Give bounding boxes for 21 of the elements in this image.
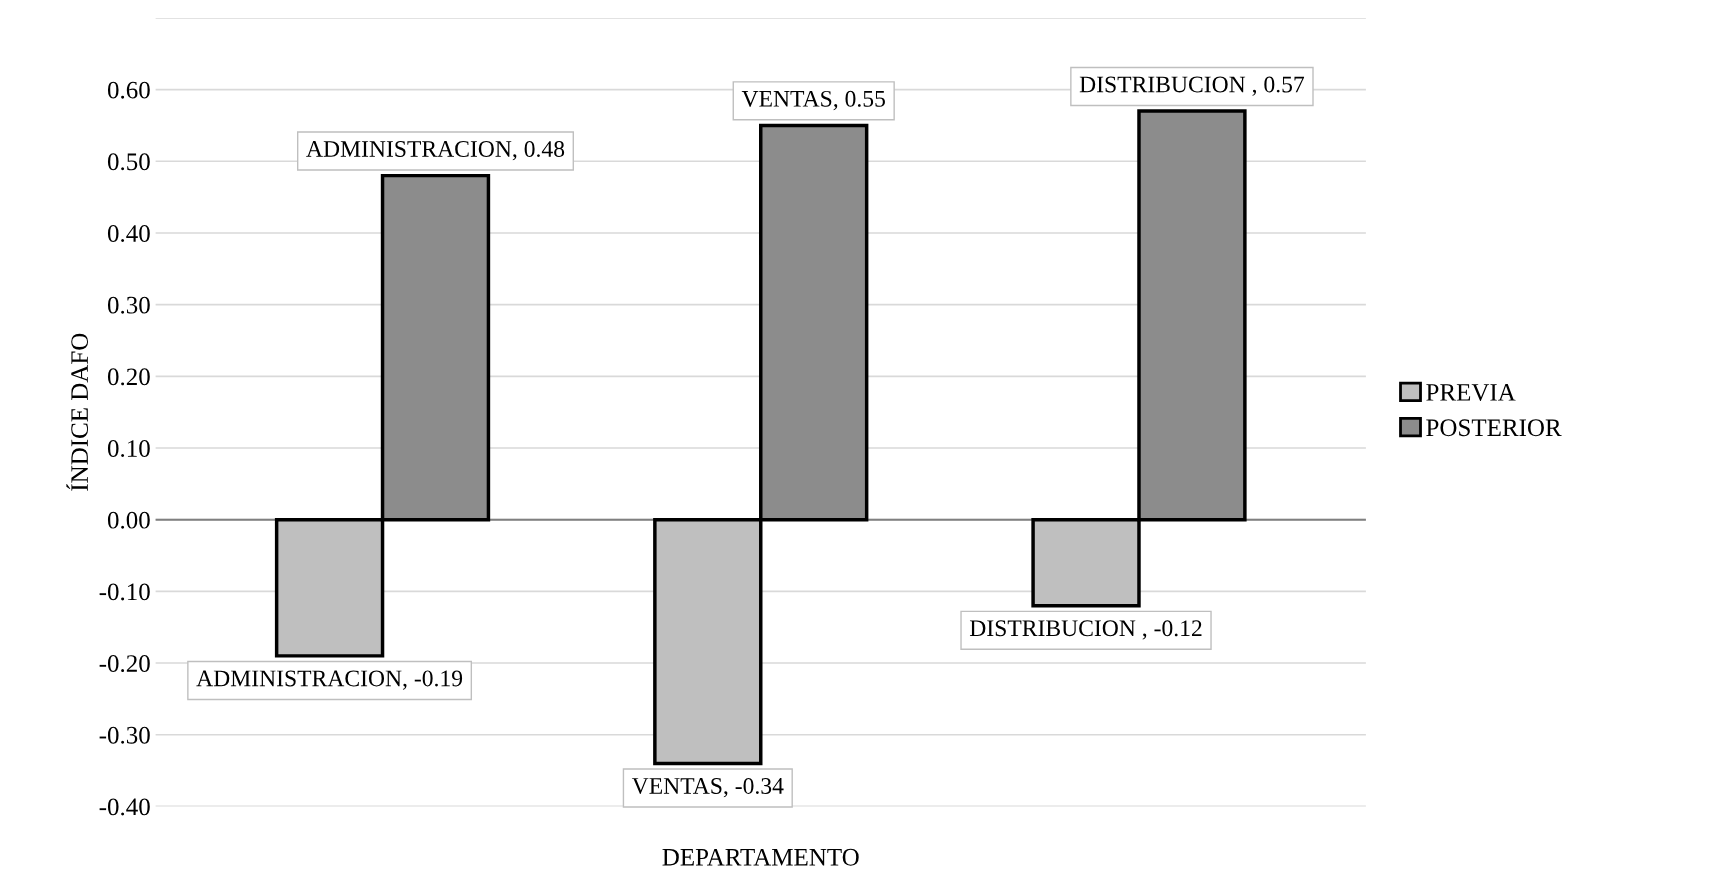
data-label: VENTAS, 0.55	[741, 90, 885, 111]
y-tick-label: 0.50	[107, 153, 150, 171]
y-tick-label: -0.30	[99, 726, 150, 744]
data-label: ADMINISTRACION, -0.19	[196, 670, 463, 690]
y-tick-label: 0.10	[107, 440, 150, 458]
y-tick-label: 0.60	[107, 81, 150, 99]
data-label: ADMINISTRACION, 0.48	[306, 141, 565, 161]
x-axis-title: DEPARTAMENTO	[662, 848, 859, 866]
y-tick-label: -0.10	[99, 583, 150, 601]
y-axis-title: ÍNDICE DAFO	[66, 333, 89, 491]
legend-label: POSTERIOR	[1426, 419, 1562, 437]
y-tick-label: -0.20	[99, 655, 150, 673]
y-tick-label: 0.20	[107, 368, 150, 386]
y-tick-label: 0.40	[107, 225, 150, 242]
legend-label: PREVIA	[1426, 384, 1516, 401]
data-label: VENTAS, -0.34	[631, 777, 784, 798]
y-tick-label: 0.30	[107, 296, 150, 314]
y-tick-label: 0.00	[107, 511, 150, 529]
data-label: DISTRIBUCION , -0.12	[969, 620, 1202, 640]
data-label: DISTRIBUCION , 0.57	[1079, 76, 1305, 96]
y-tick-label: -0.40	[99, 798, 150, 816]
